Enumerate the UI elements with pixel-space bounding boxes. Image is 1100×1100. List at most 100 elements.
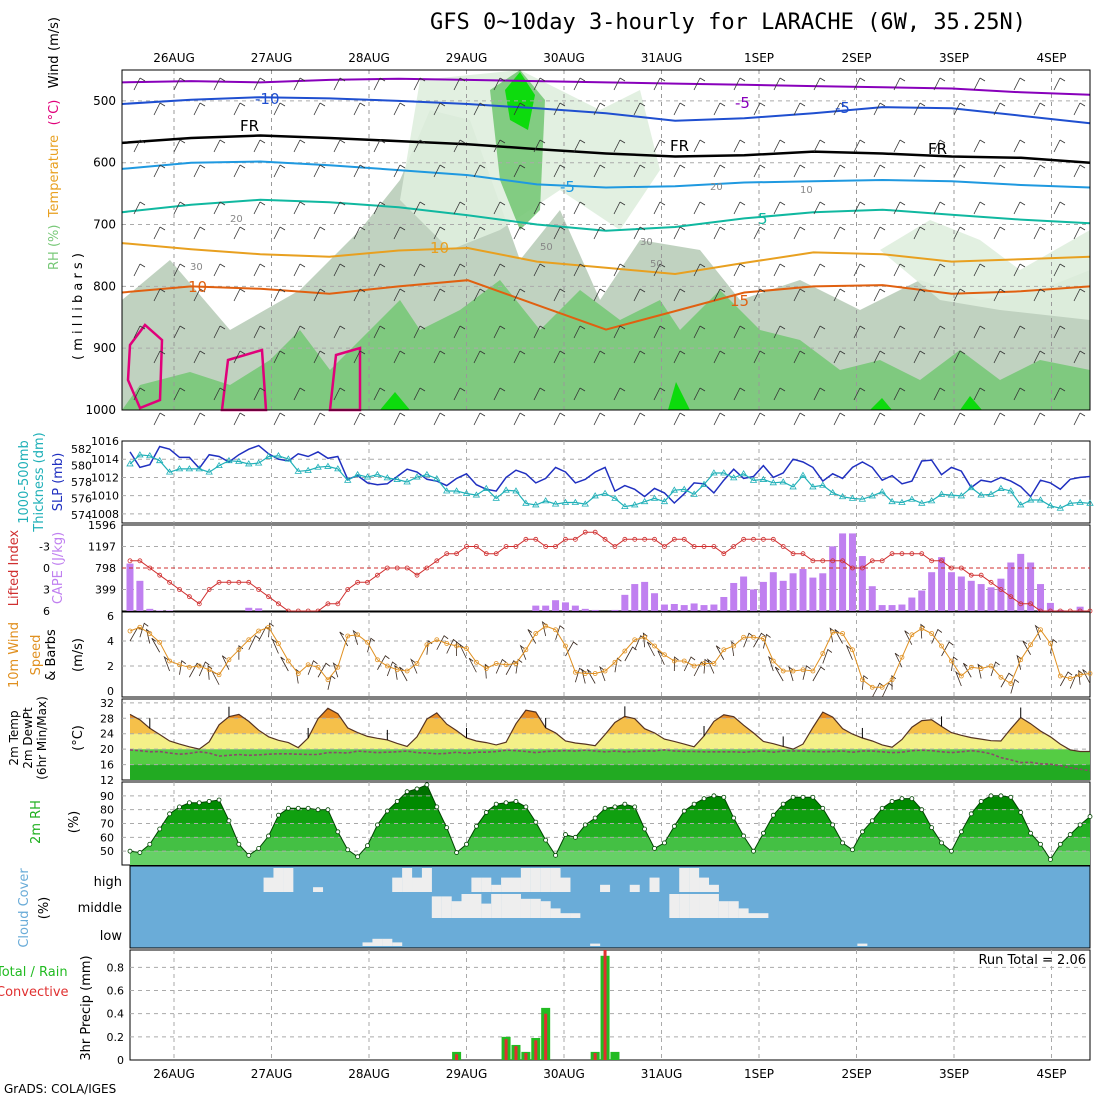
thickness-marker <box>1046 502 1055 509</box>
rh-marker <box>355 854 361 860</box>
upper-wind-barb <box>213 201 226 215</box>
lifted-index-marker <box>157 572 163 578</box>
thickness-marker <box>126 460 134 467</box>
thickness-marker <box>730 474 738 481</box>
upper-wind-barb <box>993 102 1006 116</box>
upper-wind-barb <box>1053 387 1066 401</box>
wind-barb <box>774 666 784 682</box>
upper-wind-barb <box>633 412 646 426</box>
thickness-marker <box>185 465 194 472</box>
wind-speed-marker <box>563 643 568 649</box>
rh-marker <box>800 794 806 800</box>
upper-wind-barb <box>293 325 306 339</box>
upper-wind-barb <box>993 226 1006 240</box>
cape-bar <box>126 563 134 611</box>
lifted-index-marker <box>345 587 351 592</box>
lifted-index-marker <box>365 579 370 585</box>
upper-wind-barb <box>253 139 266 153</box>
cape-bar <box>750 589 758 611</box>
thickness-marker <box>571 498 580 505</box>
wind-barb <box>673 656 679 672</box>
wind-speed-marker <box>424 642 430 648</box>
upper-wind-barb <box>593 102 606 116</box>
wind-speed-marker <box>770 658 776 664</box>
wind-barb <box>179 660 186 675</box>
rh-marker <box>295 805 301 811</box>
cloud-block-middle <box>699 894 710 918</box>
upper-wind-barb <box>613 77 626 91</box>
wind-barb <box>614 657 622 673</box>
wind-barb <box>599 665 606 682</box>
contour-label: 10 <box>188 278 207 296</box>
upper-wind-barb <box>293 263 306 277</box>
upper-wind-barb <box>773 77 786 91</box>
wind-barb <box>484 663 490 679</box>
wind-speed-marker <box>681 658 687 664</box>
cloud-ylabel-text: Cloud Cover <box>17 868 32 948</box>
upper-wind-barb <box>673 350 686 364</box>
wind-speed-marker <box>1067 676 1073 681</box>
upper-wind-barb <box>413 139 426 153</box>
upper-wind-barb <box>153 350 166 364</box>
rh-marker <box>721 794 727 800</box>
wind-barb <box>683 656 696 672</box>
rh-marker <box>1028 830 1034 836</box>
wind-speed-marker <box>473 659 479 665</box>
upper-wind-barb <box>253 387 266 401</box>
wind-barb <box>1010 678 1020 694</box>
lifted-tick: 6 <box>43 605 50 618</box>
lifted-index-marker <box>731 544 737 549</box>
cloud-block-low <box>857 943 868 946</box>
wind-barb <box>834 629 843 644</box>
top-date-label: 27AUG <box>251 51 293 65</box>
upper-wind-barb <box>693 77 706 91</box>
upper-wind-barb <box>193 102 206 116</box>
upper-wind-barb <box>913 412 926 426</box>
wind-speed-marker <box>513 661 519 666</box>
upper-wind-barb <box>813 77 826 91</box>
lifted-index-marker <box>988 579 994 585</box>
rh-marker <box>1067 832 1073 837</box>
cloud-ylabel: Cloud Cover <box>17 868 32 948</box>
thickness-tick: 580 <box>71 460 92 473</box>
cape-bar <box>957 576 965 611</box>
lifted-index-marker <box>414 572 420 578</box>
cloud-block-high <box>491 884 502 892</box>
rh-marker <box>840 840 845 846</box>
cloud-block-high <box>649 877 660 892</box>
wind-speed-marker <box>761 636 766 641</box>
cape-bar <box>819 573 827 611</box>
thickness-marker <box>601 489 609 496</box>
cape-bar <box>938 557 946 611</box>
upper-wind-barb <box>733 387 746 401</box>
rh-marker <box>582 822 588 828</box>
precip-conv-bar <box>514 1046 518 1060</box>
lifted-index-marker <box>444 551 450 557</box>
top-date-label: 2SEP <box>841 51 871 65</box>
thickness-marker <box>561 498 570 505</box>
wind-speed-marker <box>246 637 252 643</box>
upper-wind-barb <box>213 325 226 339</box>
upper-wind-barb <box>1073 288 1086 302</box>
cloud-block-middle <box>550 908 561 918</box>
wind-speed-marker <box>820 651 826 656</box>
contour-label: -5 <box>560 178 575 196</box>
lifted-tick: 3 <box>43 584 50 597</box>
rh-marker <box>741 833 747 839</box>
lifted-index-marker <box>671 536 677 542</box>
bottom-date-label: 30AUG <box>543 1067 585 1081</box>
precip-conv-bar <box>593 1053 597 1060</box>
wind-barb <box>456 641 461 657</box>
upper-wind-barb <box>433 350 446 364</box>
wind-barb <box>189 662 202 678</box>
temp-line <box>129 707 1090 753</box>
temp-ylabel-text: 2m DewPt <box>21 707 35 769</box>
upper-wind-barb <box>313 102 326 116</box>
top-date-label: 28AUG <box>348 51 390 65</box>
lifted-index-marker <box>523 536 529 542</box>
rh-marker <box>731 815 737 821</box>
upper-wind-barb <box>1013 139 1026 153</box>
upper-wind-barb <box>333 139 346 153</box>
upper-wind-barb <box>633 102 646 116</box>
cape-bar <box>977 584 985 611</box>
